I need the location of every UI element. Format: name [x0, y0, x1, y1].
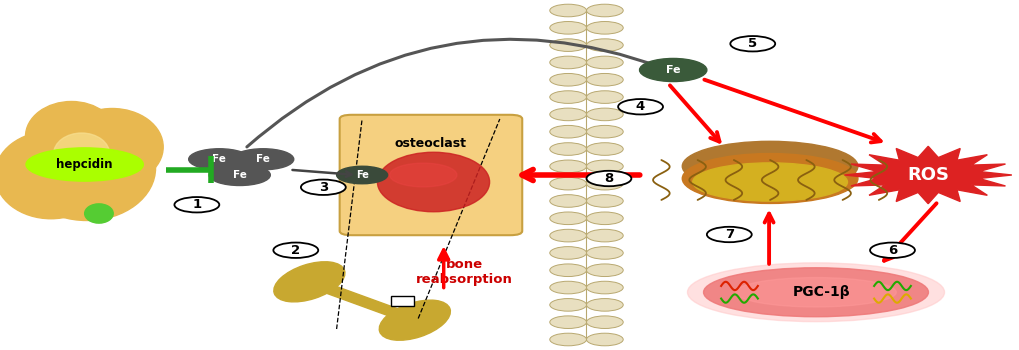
Circle shape: [639, 58, 706, 82]
Circle shape: [549, 333, 586, 346]
Text: Fe: Fe: [356, 170, 368, 180]
Bar: [391, 296, 414, 306]
Circle shape: [586, 333, 623, 346]
Ellipse shape: [377, 152, 489, 212]
Ellipse shape: [273, 262, 344, 302]
Circle shape: [586, 125, 623, 138]
Circle shape: [549, 281, 586, 294]
Circle shape: [549, 247, 586, 259]
Circle shape: [174, 197, 219, 212]
Text: Fe: Fe: [256, 154, 270, 164]
Circle shape: [586, 229, 623, 242]
Circle shape: [549, 74, 586, 86]
Circle shape: [549, 56, 586, 69]
Text: PGC-1β: PGC-1β: [792, 285, 849, 299]
Ellipse shape: [0, 131, 107, 219]
Text: 7: 7: [725, 228, 733, 241]
Circle shape: [189, 149, 250, 170]
Text: hepcidin: hepcidin: [56, 158, 113, 171]
Circle shape: [549, 125, 586, 138]
Ellipse shape: [389, 163, 457, 187]
Circle shape: [730, 36, 774, 51]
Circle shape: [586, 21, 623, 34]
Circle shape: [232, 149, 293, 170]
Circle shape: [549, 264, 586, 276]
Polygon shape: [308, 277, 416, 325]
Ellipse shape: [735, 278, 896, 307]
Circle shape: [549, 316, 586, 329]
Circle shape: [586, 316, 623, 329]
Circle shape: [549, 177, 586, 190]
Circle shape: [586, 247, 623, 259]
Circle shape: [301, 180, 345, 195]
Circle shape: [586, 177, 623, 190]
Text: reabsorption: reabsorption: [416, 273, 512, 287]
Ellipse shape: [54, 133, 110, 175]
FancyBboxPatch shape: [339, 115, 522, 235]
Text: 6: 6: [887, 244, 897, 257]
Ellipse shape: [18, 116, 156, 220]
Circle shape: [586, 4, 623, 17]
Circle shape: [549, 195, 586, 207]
Circle shape: [549, 4, 586, 17]
Circle shape: [336, 166, 387, 184]
Circle shape: [549, 229, 586, 242]
Text: 1: 1: [193, 198, 201, 211]
Text: Fe: Fe: [665, 65, 680, 75]
Circle shape: [549, 39, 586, 51]
Circle shape: [869, 243, 914, 258]
Text: Fe: Fe: [232, 170, 247, 180]
Text: 8: 8: [603, 172, 613, 185]
Circle shape: [549, 299, 586, 311]
Text: Fe: Fe: [212, 154, 226, 164]
Circle shape: [549, 212, 586, 225]
Circle shape: [706, 227, 751, 242]
Circle shape: [586, 56, 623, 69]
Text: 3: 3: [318, 181, 328, 194]
Ellipse shape: [687, 263, 944, 322]
Circle shape: [549, 108, 586, 121]
Circle shape: [273, 243, 318, 258]
Circle shape: [586, 195, 623, 207]
Ellipse shape: [379, 300, 450, 340]
Circle shape: [586, 264, 623, 276]
Ellipse shape: [703, 268, 927, 317]
Ellipse shape: [682, 154, 857, 203]
Text: osteoclast: osteoclast: [394, 137, 467, 150]
Ellipse shape: [682, 141, 857, 191]
Polygon shape: [844, 146, 1011, 204]
Ellipse shape: [85, 204, 113, 223]
Circle shape: [586, 143, 623, 155]
Circle shape: [586, 212, 623, 225]
Ellipse shape: [26, 148, 144, 181]
Ellipse shape: [25, 102, 117, 172]
Circle shape: [549, 160, 586, 173]
Text: 5: 5: [748, 37, 756, 50]
Text: bone: bone: [445, 258, 482, 271]
Circle shape: [586, 108, 623, 121]
Circle shape: [618, 99, 662, 114]
Circle shape: [549, 21, 586, 34]
Circle shape: [549, 91, 586, 103]
Circle shape: [586, 299, 623, 311]
Text: 4: 4: [635, 100, 645, 113]
Circle shape: [209, 164, 270, 186]
Ellipse shape: [692, 163, 847, 201]
Ellipse shape: [61, 108, 163, 186]
Circle shape: [586, 281, 623, 294]
Text: 2: 2: [291, 244, 300, 257]
Circle shape: [586, 91, 623, 103]
Circle shape: [586, 160, 623, 173]
Text: ROS: ROS: [906, 166, 949, 184]
Circle shape: [549, 143, 586, 155]
Circle shape: [586, 74, 623, 86]
Circle shape: [586, 39, 623, 51]
Circle shape: [586, 171, 631, 186]
